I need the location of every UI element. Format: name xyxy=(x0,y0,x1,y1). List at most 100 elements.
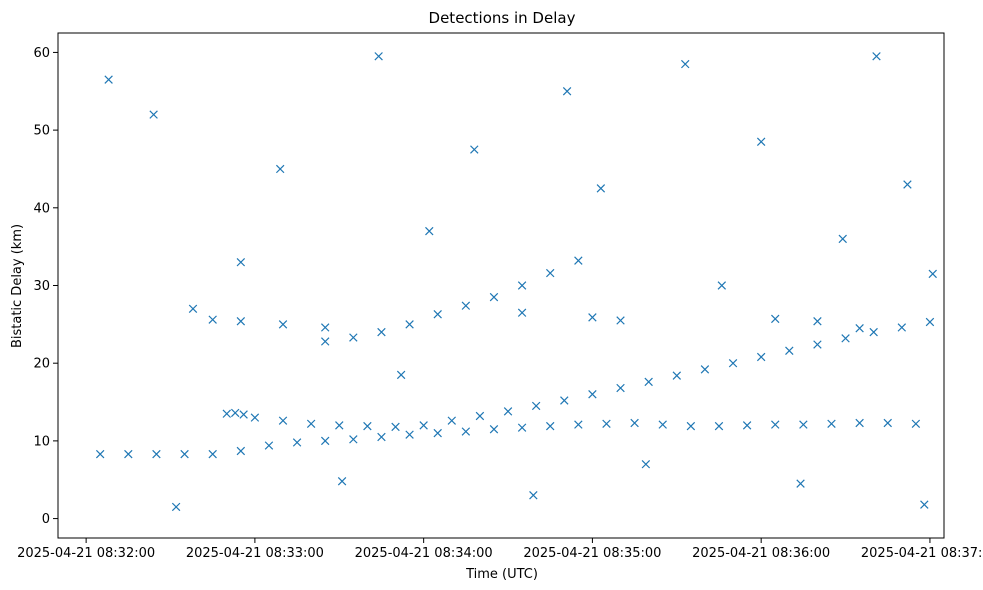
x-axis: 2025-04-21 08:32:00 2025-04-21 08:33:00 20… xyxy=(17,538,983,561)
data-point-0-89 xyxy=(529,491,538,500)
y-axis: 0 10 20 30 40 50 60 xyxy=(33,46,58,527)
data-point-0-70 xyxy=(278,320,288,329)
data-point-0-30 xyxy=(250,413,260,422)
data-point-0-13 xyxy=(461,427,471,436)
data-point-0-80 xyxy=(171,502,181,512)
data-point-0-82 xyxy=(236,257,246,267)
data-point-0-17 xyxy=(574,420,583,429)
data-point-0-55 xyxy=(320,337,330,346)
chart-title: Detections in Delay xyxy=(429,9,576,27)
data-point-0-26 xyxy=(827,419,836,429)
data-point-0-86 xyxy=(396,370,406,380)
x-tick-label-3: 2025-04-21 08:35:00 xyxy=(523,546,661,561)
data-point-0-1 xyxy=(124,449,133,459)
data-point-0-49 xyxy=(785,346,794,355)
data-point-0-94 xyxy=(717,281,727,290)
data-point-0-45 xyxy=(672,371,682,380)
data-point-0-78 xyxy=(104,75,113,84)
data-point-0-77 xyxy=(239,410,248,419)
data-point-0-90 xyxy=(562,87,572,96)
data-point-0-25 xyxy=(799,420,808,429)
data-point-0-44 xyxy=(644,377,653,387)
data-point-0-34 xyxy=(363,421,372,431)
x-tick-label-0: 2025-04-21 08:32:00 xyxy=(17,546,155,561)
data-point-0-63 xyxy=(545,268,555,278)
data-point-0-12 xyxy=(433,428,442,438)
data-point-0-19 xyxy=(630,418,639,428)
data-point-0-0 xyxy=(95,449,105,459)
data-point-0-40 xyxy=(531,401,541,411)
x-tick-label-2: 2025-04-21 08:34:00 xyxy=(355,546,493,561)
data-point-0-36 xyxy=(419,421,428,430)
data-point-0-97 xyxy=(838,234,847,244)
x-tick-label-1: 2025-04-21 08:33:00 xyxy=(186,546,324,561)
data-point-0-81 xyxy=(188,304,198,314)
data-point-0-11 xyxy=(405,430,414,439)
data-point-0-53 xyxy=(897,323,907,332)
data-point-0-60 xyxy=(461,301,471,310)
data-point-0-47 xyxy=(728,358,738,368)
x-axis-label: Time (UTC) xyxy=(465,567,538,582)
data-point-0-28 xyxy=(883,418,892,428)
data-point-0-22 xyxy=(714,421,724,431)
y-axis-label: Bistatic Delay (km) xyxy=(10,224,25,348)
data-point-0-43 xyxy=(616,383,625,393)
data-point-0-66 xyxy=(588,313,597,322)
data-point-0-56 xyxy=(349,333,358,342)
data-point-0-38 xyxy=(475,411,485,421)
data-point-0-72 xyxy=(771,314,780,324)
data-point-0-29 xyxy=(911,419,921,429)
data-point-0-75 xyxy=(222,409,231,418)
data-point-0-92 xyxy=(641,459,651,469)
data-point-0-35 xyxy=(391,422,400,432)
data-point-0-101 xyxy=(928,269,937,279)
data-point-0-62 xyxy=(517,281,527,290)
data-point-0-23 xyxy=(742,421,752,430)
data-point-0-79 xyxy=(149,110,158,119)
data-point-0-67 xyxy=(616,316,625,325)
data-point-0-99 xyxy=(903,180,912,189)
data-point-0-2 xyxy=(152,449,161,459)
data-point-0-33 xyxy=(335,421,344,430)
plot-area-frame xyxy=(57,32,945,539)
data-point-0-50 xyxy=(813,340,822,349)
y-tick-label-3: 30 xyxy=(33,279,50,294)
data-point-0-57 xyxy=(377,327,386,337)
data-point-0-93 xyxy=(681,59,690,69)
data-point-0-10 xyxy=(377,432,386,442)
data-point-0-14 xyxy=(489,425,499,434)
data-point-0-64 xyxy=(574,256,583,265)
data-point-0-16 xyxy=(545,421,555,431)
data-point-0-59 xyxy=(433,310,442,319)
data-point-0-91 xyxy=(596,184,606,193)
data-point-0-51 xyxy=(841,334,850,343)
data-point-0-100 xyxy=(920,500,929,509)
data-point-0-85 xyxy=(374,52,383,61)
data-point-0-6 xyxy=(264,441,274,450)
data-point-0-8 xyxy=(320,436,330,446)
data-point-0-52 xyxy=(869,327,878,337)
y-tick-label-6: 60 xyxy=(33,46,50,61)
x-tick-label-5: 2025-04-21 08:37:00 xyxy=(861,546,983,561)
data-point-0-98 xyxy=(872,52,881,61)
data-point-0-96 xyxy=(796,479,805,488)
data-point-0-27 xyxy=(855,418,864,428)
x-tick-label-4: 2025-04-21 08:36:00 xyxy=(692,546,830,561)
data-point-0-42 xyxy=(588,390,597,399)
data-point-0-4 xyxy=(208,449,217,459)
data-point-0-74 xyxy=(855,324,864,333)
data-point-0-88 xyxy=(470,145,479,154)
data-point-0-41 xyxy=(560,396,569,405)
data-point-0-39 xyxy=(503,407,513,416)
data-point-0-3 xyxy=(180,449,189,459)
data-point-0-76 xyxy=(230,408,240,418)
y-tick-label-4: 40 xyxy=(33,201,50,216)
data-point-0-24 xyxy=(771,420,780,429)
data-point-0-65 xyxy=(517,308,527,317)
data-point-0-32 xyxy=(306,419,316,429)
data-point-0-68 xyxy=(208,315,217,324)
data-point-0-69 xyxy=(236,317,246,326)
data-point-0-83 xyxy=(275,164,285,174)
data-point-0-20 xyxy=(658,420,667,429)
y-tick-label-5: 50 xyxy=(33,124,50,139)
